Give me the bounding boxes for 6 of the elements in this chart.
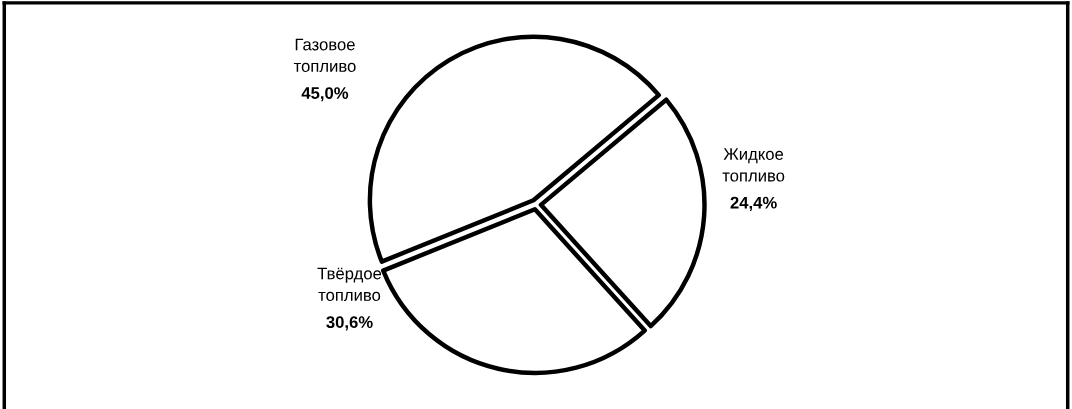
data-label: 45,0% bbox=[301, 87, 349, 102]
slice-label: Газовое топливо bbox=[293, 38, 356, 72]
data-label: 30,6% bbox=[326, 316, 373, 331]
data-label: 24,4% bbox=[730, 196, 777, 211]
slice-label: Жидкое топливо bbox=[722, 148, 785, 182]
slice-label: Твёрдое топливо bbox=[317, 267, 382, 301]
